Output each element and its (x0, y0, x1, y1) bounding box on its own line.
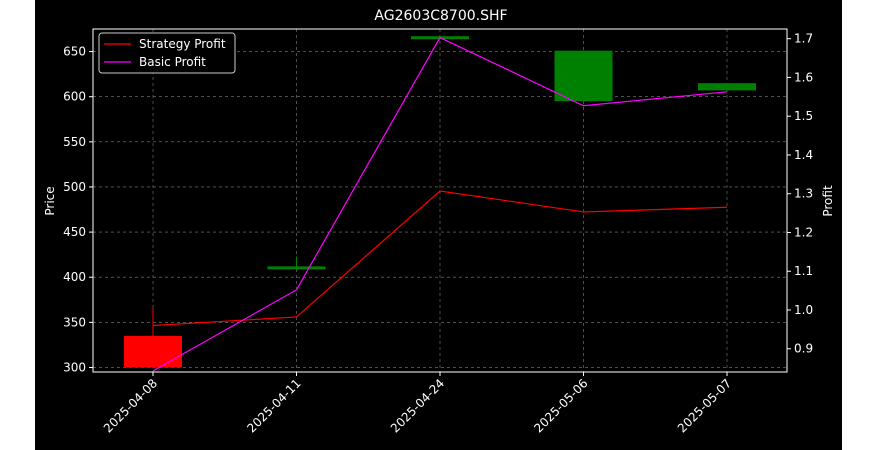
y-axis-right: 0.9 1.0 1.1 1.2 1.3 1.4 1.5 1.6 1.7 (787, 32, 813, 356)
legend: Strategy Profit Basic Profit (98, 32, 236, 74)
x-tick-label: 2025-05-06 (531, 376, 590, 435)
y-tick-label-right: 1.0 (794, 303, 813, 317)
y-axis-left: 300 350 400 450 500 550 600 650 (63, 45, 93, 374)
legend-basic-label: Basic Profit (139, 55, 206, 69)
x-tick-label: 2025-04-11 (244, 376, 303, 435)
x-tick-label: 2025-04-24 (388, 376, 447, 435)
y-axis-left-label: Price (43, 186, 57, 215)
y-tick-label-right: 1.2 (794, 225, 813, 239)
x-tick-label: 2025-04-08 (101, 376, 160, 435)
y-tick-label-right: 1.6 (794, 70, 813, 84)
y-tick-label-left: 550 (63, 135, 86, 149)
y-axis-right-label: Profit (821, 185, 835, 217)
chart-canvas: AG2603C8700.SHF 300 350 400 450 500 550 600 650… (35, 0, 842, 450)
strategy-profit-line (152, 190, 728, 327)
y-tick-label-left: 450 (63, 225, 86, 239)
plot-frame (92, 28, 788, 373)
candlestick-layer (124, 36, 756, 368)
x-axis: 2025-04-08 2025-04-11 2025-04-24 2025-05-06… (101, 372, 734, 435)
x-tick-label: 2025-05-07 (675, 376, 734, 435)
y-tick-label-right: 1.5 (794, 109, 813, 123)
chart-title: AG2603C8700.SHF (374, 8, 507, 24)
y-tick-label-right: 1.4 (794, 148, 813, 162)
y-tick-label-right: 1.1 (794, 264, 813, 278)
y-tick-label-right: 1.7 (794, 32, 813, 46)
y-tick-label-left: 650 (63, 45, 86, 59)
legend-strategy-label: Strategy Profit (139, 37, 226, 51)
y-tick-label-left: 500 (63, 180, 86, 194)
legend-box (98, 32, 236, 74)
basic-profit-line (152, 36, 728, 372)
candle-body (698, 83, 756, 91)
y-tick-label-right: 1.3 (794, 187, 813, 201)
profit-lines (152, 36, 728, 372)
y-tick-label-left: 300 (63, 360, 86, 374)
y-tick-label-left: 400 (63, 270, 86, 284)
grid-lines (93, 29, 787, 372)
y-tick-label-left: 350 (63, 315, 86, 329)
candle-body (124, 335, 182, 368)
y-tick-label-left: 600 (63, 90, 86, 104)
candle-body (267, 266, 326, 270)
chart-svg: AG2603C8700.SHF 300 350 400 450 500 550 600 650… (43, 8, 835, 435)
y-tick-label-right: 0.9 (794, 342, 813, 356)
candle-body (554, 50, 613, 102)
